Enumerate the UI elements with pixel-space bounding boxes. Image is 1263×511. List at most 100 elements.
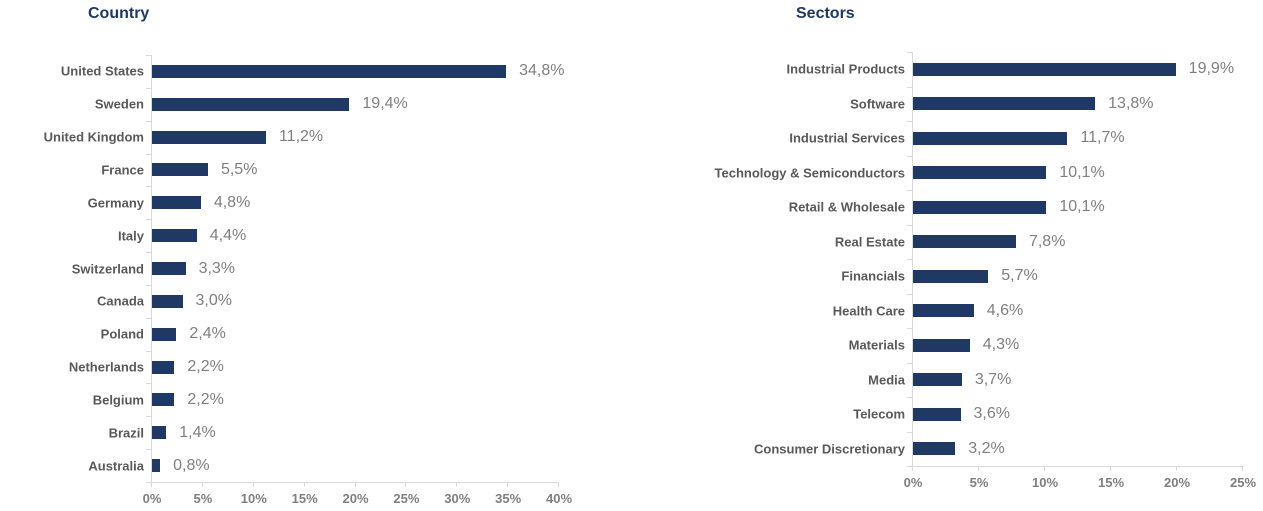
value-label: 2,2% [187, 390, 224, 408]
value-label: 34,8% [519, 62, 565, 80]
bar [913, 131, 1068, 145]
x-tick-label: 25% [393, 491, 420, 506]
x-tick-label: 0% [903, 475, 923, 490]
bar [913, 62, 1176, 76]
x-axis-tick [354, 482, 356, 487]
x-axis-tick [978, 466, 979, 471]
y-axis-tick [146, 416, 151, 417]
y-axis-tick [146, 88, 151, 89]
bar [913, 97, 1096, 111]
value-label: 2,4% [189, 325, 226, 343]
y-axis-tick [907, 52, 912, 53]
bar [913, 407, 961, 421]
category-label: France [101, 162, 144, 178]
x-axis-tick [303, 482, 305, 487]
x-axis-tick [507, 482, 509, 487]
y-axis-tick [907, 190, 912, 191]
y-axis-tick [146, 121, 151, 122]
bar [913, 338, 970, 352]
category-label: Health Care [832, 303, 905, 319]
x-tick-label: 10% [240, 491, 267, 506]
category-label: Canada [97, 293, 144, 309]
bar [913, 235, 1016, 249]
x-tick-label: 35% [495, 491, 522, 506]
y-axis-tick [146, 186, 151, 187]
x-tick-label: 10% [1031, 475, 1059, 490]
value-label: 0,8% [173, 456, 210, 474]
y-axis-tick [146, 449, 151, 450]
value-label: 2,2% [187, 358, 224, 376]
category-label: Sweden [94, 96, 144, 112]
x-tick-label: 20% [342, 491, 369, 506]
value-label: 7,8% [1028, 232, 1066, 250]
value-label: 10,1% [1059, 198, 1105, 216]
x-axis-tick [1110, 466, 1111, 471]
x-tick-label: 15% [291, 491, 318, 506]
x-tick-label: 20% [1163, 475, 1191, 490]
category-label: Australia [88, 458, 144, 474]
y-axis-tick [907, 294, 912, 295]
bar [152, 459, 161, 473]
y-axis-tick [907, 259, 912, 260]
category-label: United Kingdom [43, 129, 144, 145]
category-label: Italy [117, 228, 144, 244]
x-axis-line [912, 466, 1243, 467]
bar [152, 327, 177, 341]
y-axis-tick [907, 87, 912, 88]
category-label: Consumer Discretionary [754, 441, 905, 457]
bar [152, 229, 197, 243]
x-axis-tick [1176, 466, 1177, 471]
value-label: 4,8% [213, 193, 251, 211]
y-axis-tick [907, 466, 912, 467]
category-label: Brazil [108, 425, 144, 441]
value-label: 3,0% [195, 292, 232, 310]
y-axis-tick [146, 318, 151, 319]
value-label: 19,4% [362, 95, 408, 113]
value-label: 10,1% [1059, 163, 1105, 181]
value-label: 11,2% [278, 128, 324, 146]
country-chart-title: Country [88, 5, 150, 22]
category-label: Netherlands [68, 359, 144, 375]
x-axis-tick [558, 482, 559, 487]
category-label: Belgium [92, 392, 144, 408]
y-axis-tick [146, 482, 151, 483]
sectors-chart-title: Sectors [796, 5, 855, 22]
category-label: Media [868, 372, 905, 388]
bar [152, 196, 201, 210]
bar [152, 426, 167, 440]
category-label: Switzerland [71, 261, 144, 276]
value-label: 19,9% [1188, 60, 1235, 78]
y-axis-tick [146, 351, 151, 352]
x-axis-tick [1242, 466, 1243, 471]
x-tick-label: 30% [444, 491, 471, 506]
bar [913, 442, 956, 456]
x-axis-tick [1044, 466, 1045, 471]
y-axis-tick [146, 154, 151, 155]
category-label: Industrial Services [789, 130, 905, 146]
x-tick-label: 0% [142, 491, 162, 506]
category-label: Telecom [853, 406, 905, 422]
value-label: 4,6% [986, 301, 1024, 319]
y-axis-tick [146, 252, 151, 253]
x-tick-label: 40% [545, 491, 573, 506]
x-axis-tick [405, 482, 407, 487]
y-axis-tick [146, 285, 151, 286]
bar [152, 393, 175, 407]
category-label: Germany [87, 195, 144, 211]
y-axis-tick [907, 397, 912, 398]
category-label: Poland [100, 326, 144, 342]
bar [152, 294, 183, 308]
bar [913, 269, 989, 283]
y-axis-tick [907, 363, 912, 364]
value-label: 13,8% [1108, 94, 1154, 112]
value-label: 4,3% [982, 336, 1020, 354]
value-label: 11,7% [1080, 129, 1125, 147]
y-axis-tick [146, 383, 151, 384]
category-label: Retail & Wholesale [788, 199, 905, 215]
bar [152, 163, 208, 177]
value-label: 3,3% [198, 259, 236, 277]
category-label: Software [850, 96, 905, 112]
